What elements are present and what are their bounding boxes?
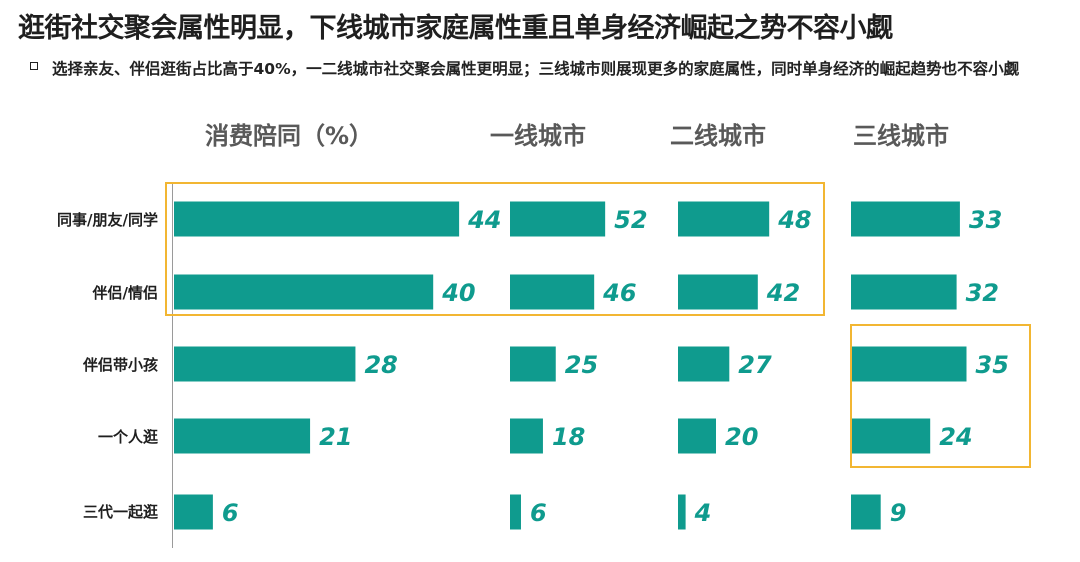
data-label-overall-three-generations: 6 — [222, 499, 239, 527]
bar-overall-colleagues — [174, 201, 460, 237]
column-header-tier1: 一线城市 — [490, 122, 586, 150]
data-label-tier1-partner: 46 — [602, 279, 636, 307]
bar-tier3-partner — [851, 274, 957, 310]
bar-tier1-colleagues — [510, 201, 606, 237]
data-label-tier2-colleagues: 48 — [777, 206, 811, 234]
data-label-tier3-alone: 24 — [939, 423, 972, 451]
bar-tier3-three-generations — [851, 494, 881, 530]
column-header-tier2: 二线城市 — [670, 122, 766, 150]
data-label-tier1-partner-with-child: 25 — [565, 351, 598, 379]
bar-overall-partner — [174, 274, 434, 310]
data-label-tier1-alone: 18 — [552, 423, 585, 451]
bar-tier2-alone — [678, 418, 716, 454]
bar-overall-alone — [174, 418, 311, 454]
bar-tier2-three-generations — [678, 494, 686, 530]
bar-overall-partner-with-child — [174, 346, 356, 382]
bar-tier3-partner-with-child — [851, 346, 967, 382]
data-label-tier1-three-generations: 6 — [530, 499, 547, 527]
data-label-tier2-three-generations: 4 — [694, 499, 712, 527]
highlight-box-social — [165, 182, 825, 316]
column-header-overall: 消费陪同（%） — [205, 122, 374, 150]
highlight-box-tier3-family — [850, 324, 1031, 468]
bar-tier3-colleagues — [851, 201, 960, 237]
bar-tier2-colleagues — [678, 201, 770, 237]
category-axis-line — [172, 182, 173, 548]
row-label-partner-with-child: 伴侣带小孩 — [82, 356, 158, 374]
bar-tier3-alone — [851, 418, 931, 454]
data-label-tier2-partner-with-child: 27 — [738, 351, 772, 379]
bar-tier1-three-generations — [510, 494, 521, 530]
page-subtitle: 选择亲友、伴侣逛街占比高于40%，一二线城市社交聚会属性更明显；三线城市则展现更… — [52, 60, 1020, 78]
bar-tier2-partner-with-child — [678, 346, 730, 382]
data-label-tier3-partner-with-child: 35 — [976, 351, 1009, 379]
data-label-tier2-partner: 42 — [766, 279, 800, 307]
data-label-overall-partner: 40 — [441, 279, 475, 307]
column-header-tier3: 三线城市 — [853, 122, 949, 150]
row-label-alone: 一个人逛 — [97, 428, 158, 446]
page-title: 逛街社交聚会属性明显，下线城市家庭属性重且单身经济崛起之势不容小觑 — [18, 13, 893, 44]
row-label-partner: 伴侣/情侣 — [92, 284, 158, 302]
row-label-three-generations: 三代一起逛 — [82, 503, 158, 521]
bar-tier1-alone — [510, 418, 543, 454]
data-label-overall-partner-with-child: 28 — [364, 351, 397, 379]
bar-tier2-partner — [678, 274, 758, 310]
data-label-tier2-alone: 20 — [725, 423, 758, 451]
bar-overall-three-generations — [174, 494, 213, 530]
bar-tier1-partner-with-child — [510, 346, 556, 382]
data-label-tier3-partner: 32 — [966, 279, 999, 307]
row-label-colleagues: 同事/朋友/同学 — [57, 211, 158, 229]
data-label-overall-alone: 21 — [319, 423, 352, 451]
bar-tier1-partner — [510, 274, 595, 310]
bullet-square-icon — [30, 62, 38, 70]
data-label-overall-colleagues: 44 — [467, 206, 501, 234]
data-label-tier3-colleagues: 33 — [969, 206, 1002, 234]
data-label-tier1-colleagues: 52 — [614, 206, 647, 234]
data-label-tier3-three-generations: 9 — [890, 499, 907, 527]
